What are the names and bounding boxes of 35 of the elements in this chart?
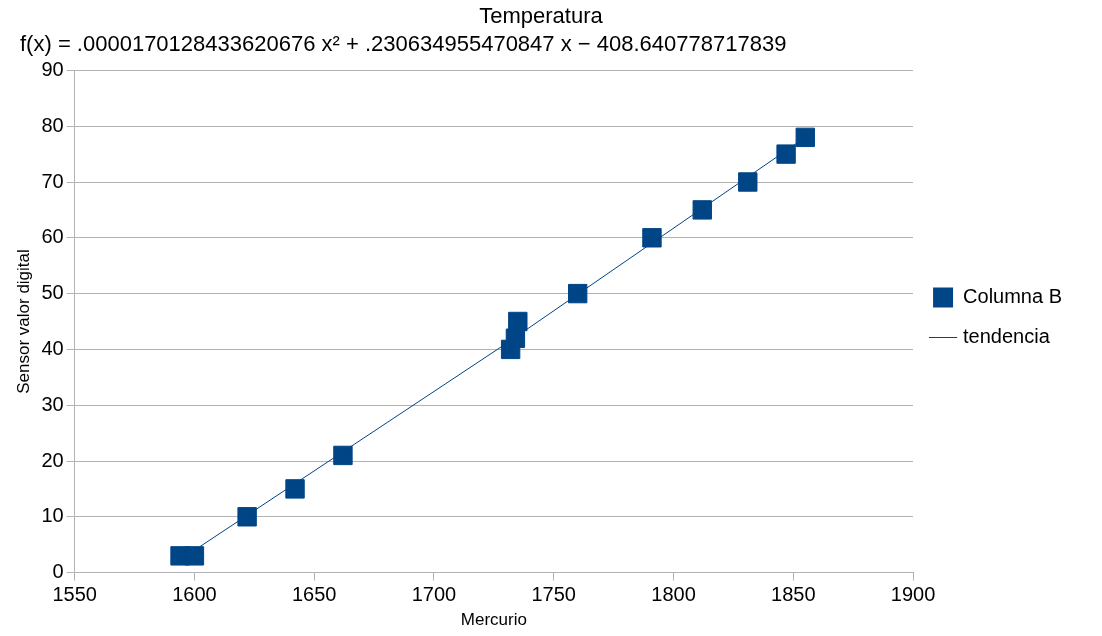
y-tick-label: 50 — [41, 281, 64, 304]
text: f(x) = .0000170128433620676 x² + .230634955470847 x − 408.640778717839 — [20, 31, 787, 57]
point — [184, 546, 205, 566]
y-tick-label: 10 — [41, 504, 64, 527]
point — [642, 228, 662, 248]
x-tick-label: 1600 — [172, 583, 217, 606]
legend-label: Columna B — [963, 285, 1062, 308]
y-tick-label: 60 — [41, 225, 64, 248]
x-tick-label: 1750 — [531, 583, 576, 606]
point — [237, 507, 257, 527]
point — [333, 445, 353, 466]
point — [776, 144, 796, 164]
x-tick-label: 1800 — [651, 583, 696, 606]
x-tick-label: 1700 — [411, 583, 457, 606]
point — [508, 311, 528, 332]
y-tick-label: 20 — [41, 448, 64, 471]
x-tick-label: 1900 — [890, 583, 936, 606]
chart-title: Temperatura — [479, 3, 604, 29]
x-tick-label: 1550 — [52, 583, 97, 606]
y-axis-title: Sensor valor digital — [13, 249, 33, 394]
x-axis-title: Mercurio — [460, 610, 527, 630]
point — [692, 200, 712, 220]
point — [738, 172, 758, 192]
x-tick-label: 1650 — [291, 583, 337, 606]
point — [568, 283, 588, 304]
point — [795, 127, 815, 148]
x-tick-label: 1850 — [771, 583, 816, 606]
y-tick-label: 90 — [41, 57, 64, 80]
legend-label: tendencia — [963, 325, 1051, 348]
y-tick-label: 70 — [41, 169, 64, 192]
y-tick-label: 30 — [41, 392, 64, 415]
y-tick-label: 80 — [41, 113, 64, 136]
point — [285, 479, 305, 499]
y-tick-label: 0 — [52, 560, 64, 583]
y-tick-label: 40 — [41, 336, 64, 359]
